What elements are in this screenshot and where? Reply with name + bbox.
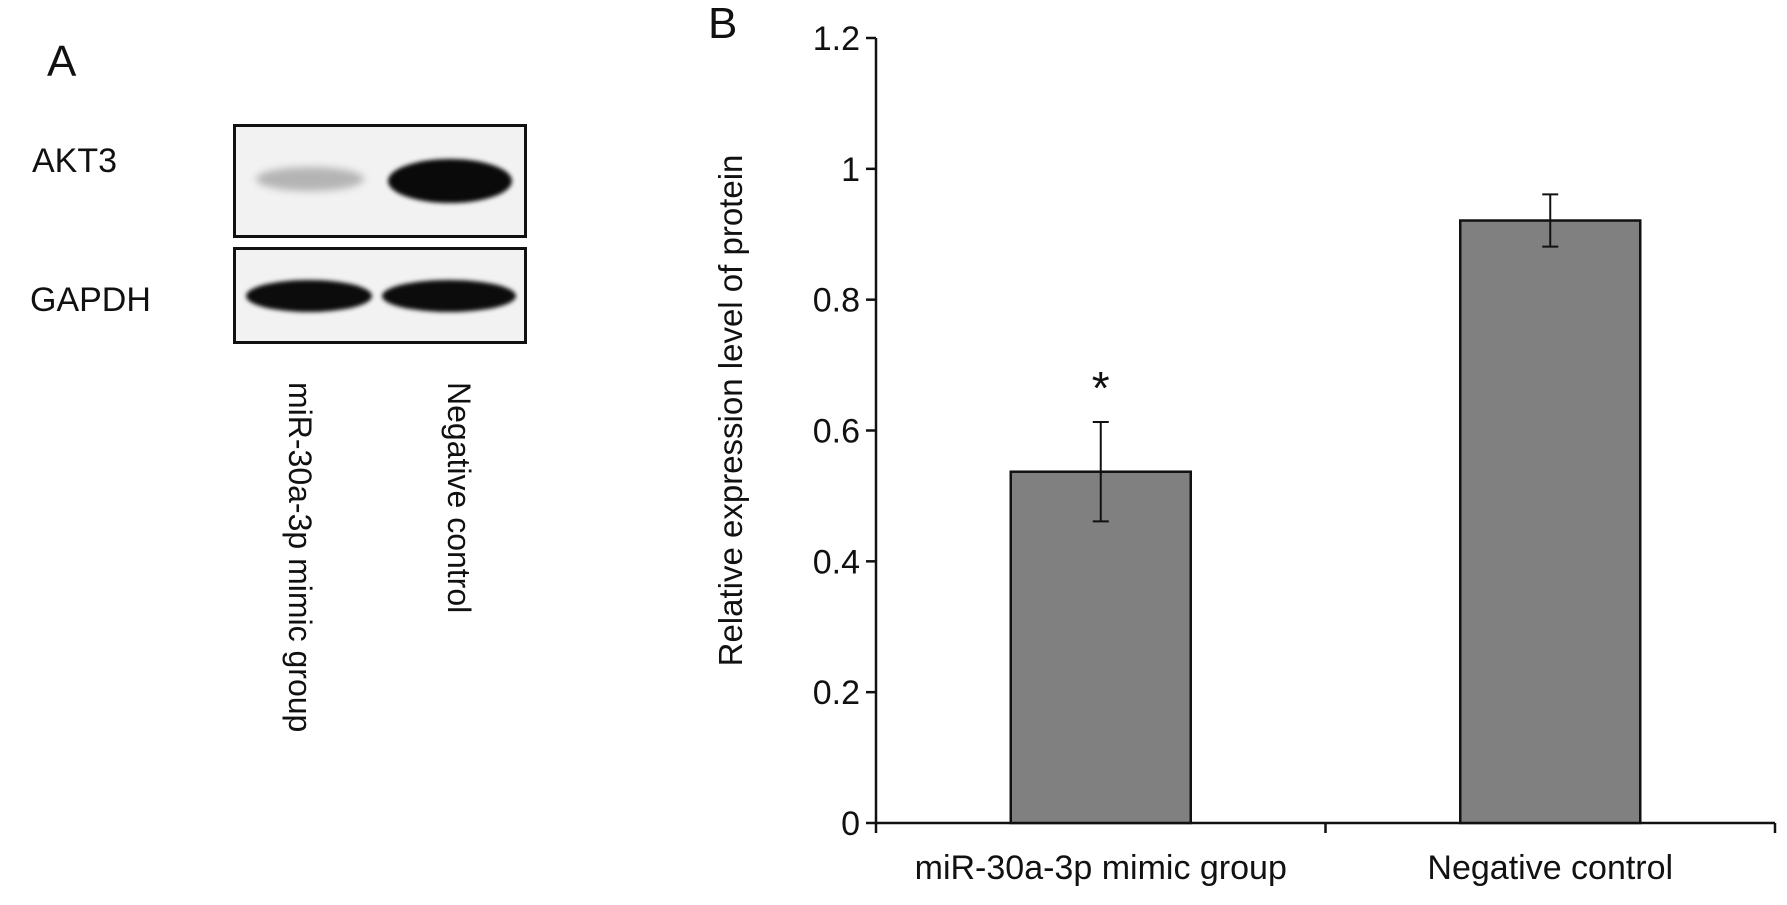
- blot-row-label-gapdh: GAPDH: [30, 281, 151, 319]
- significance-asterisk: *: [1092, 362, 1110, 414]
- y-tick-label: 0: [841, 805, 860, 843]
- y-tick-label: 1: [841, 151, 860, 189]
- gapdh-band-control: [382, 280, 516, 312]
- y-tick-label: 0.8: [813, 282, 860, 320]
- y-tick-label: 1.2: [813, 20, 860, 58]
- y-tick-label: 0.4: [813, 543, 860, 581]
- blot-row-label-akt3: AKT3: [32, 142, 118, 180]
- y-tick-label: 0.2: [813, 674, 860, 712]
- bar: [1459, 219, 1642, 825]
- akt3-band-control: [388, 159, 512, 203]
- panel-b-label: B: [708, 0, 738, 48]
- x-tick-label: miR-30a-3p mimic group: [915, 849, 1287, 887]
- panel-a-label: A: [47, 37, 77, 86]
- akt3-blot: [233, 124, 527, 238]
- bar: [1009, 470, 1192, 825]
- y-axis-label: Relative expression level of protein: [712, 155, 749, 667]
- akt3-band-mimic: [256, 167, 364, 191]
- x-tick-label: Negative control: [1427, 849, 1673, 887]
- gapdh-band-mimic: [246, 280, 372, 312]
- gapdh-blot: [233, 247, 527, 344]
- y-tick-label: 0.6: [813, 413, 860, 451]
